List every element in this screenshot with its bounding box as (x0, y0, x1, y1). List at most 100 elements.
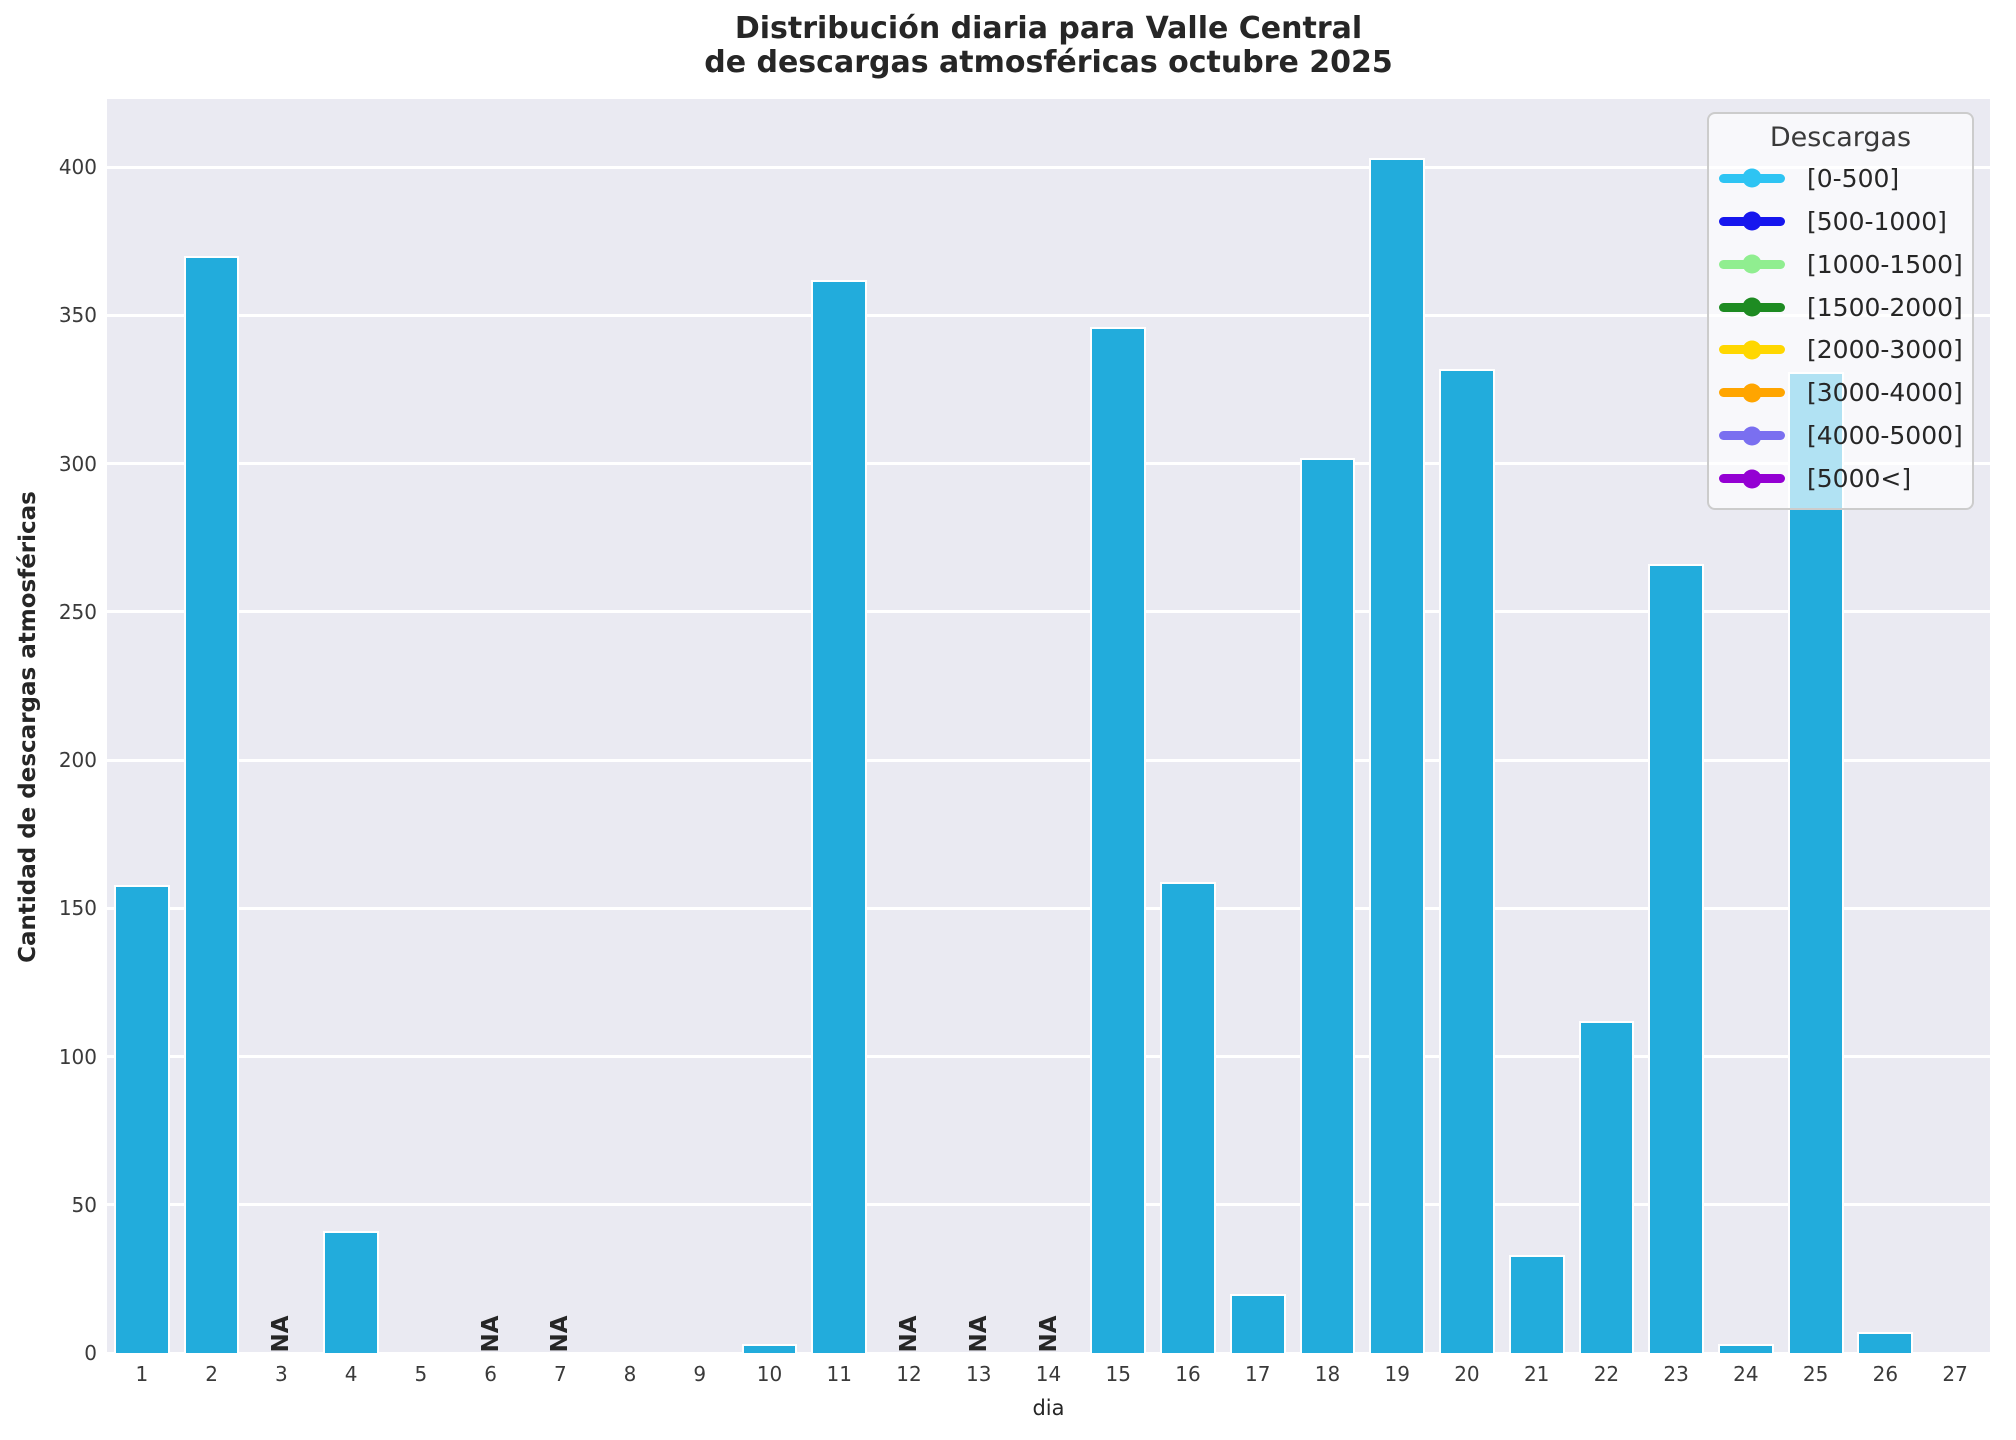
bar-day-10 (741, 1344, 798, 1353)
na-label-day-13: NA (965, 1315, 992, 1353)
legend-item-label: [1500-2000] (1807, 292, 1963, 322)
legend-item-label: [2000-3000] (1807, 335, 1963, 365)
legend-dot-icon (1742, 383, 1762, 403)
legend-item-3: [1500-2000] (1709, 286, 1972, 329)
legend-item-label: [1000-1500] (1807, 249, 1963, 279)
x-tick-13: 13 (966, 1362, 992, 1386)
x-tick-21: 21 (1523, 1362, 1550, 1386)
y-tick-150: 150 (58, 896, 97, 921)
x-tick-3: 3 (274, 1362, 288, 1386)
bar-day-16 (1160, 881, 1216, 1353)
legend-dot-icon (1742, 211, 1762, 231)
y-tick-300: 300 (58, 451, 97, 476)
plot-area: NA NA NA NA NA NA (107, 99, 1990, 1355)
gridline-y-150 (107, 906, 1990, 910)
x-tick-16: 16 (1175, 1362, 1201, 1386)
x-tick-19: 19 (1384, 1362, 1410, 1386)
legend-dot-icon (1742, 168, 1762, 188)
bar-day-2 (183, 256, 240, 1353)
bar-day-11 (811, 279, 868, 1353)
y-tick-350: 350 (58, 303, 97, 328)
legend-item-label: [500-1000] (1807, 206, 1947, 236)
bar-day-22 (1578, 1020, 1635, 1353)
bar-day-25 (1787, 371, 1844, 1353)
legend-dot-icon (1742, 469, 1762, 489)
bar-day-15 (1090, 327, 1147, 1353)
y-axis-label: Cantidad de descargas atmosféricas (15, 491, 41, 963)
x-tick-20: 20 (1454, 1362, 1480, 1386)
legend: Descargas [0-500] [500-1000] [1000-1500] [1… (1707, 112, 1974, 510)
legend-line-icon (1719, 168, 1785, 188)
x-tick-23: 23 (1663, 1362, 1689, 1386)
legend-dot-icon (1742, 426, 1762, 446)
legend-line-icon (1719, 469, 1785, 489)
x-tick-26: 26 (1872, 1362, 1899, 1386)
bar-day-1 (113, 884, 170, 1353)
bar-day-24 (1718, 1344, 1774, 1353)
legend-item-label: [3000-4000] (1807, 378, 1963, 408)
x-tick-5: 5 (414, 1362, 428, 1386)
na-label-day-12: NA (896, 1315, 923, 1353)
x-tick-25: 25 (1802, 1362, 1829, 1386)
legend-line-icon (1719, 340, 1785, 360)
legend-item-4: [2000-3000] (1709, 329, 1972, 372)
x-tick-7: 7 (553, 1362, 567, 1386)
x-tick-8: 8 (623, 1362, 637, 1386)
bar-day-26 (1857, 1332, 1914, 1353)
na-label-day-14: NA (1035, 1315, 1062, 1353)
bar-day-18 (1299, 457, 1356, 1353)
gridline-y-250 (107, 610, 1990, 614)
x-tick-9: 9 (693, 1362, 707, 1386)
legend-item-label: [4000-5000] (1807, 421, 1963, 451)
x-tick-11: 11 (826, 1362, 852, 1386)
legend-line-icon (1719, 297, 1785, 317)
legend-dot-icon (1742, 297, 1762, 317)
y-tick-100: 100 (58, 1044, 97, 1069)
gridline-y-100 (107, 1055, 1990, 1059)
gridline-y-50 (107, 1203, 1990, 1207)
x-tick-2: 2 (205, 1362, 218, 1386)
gridline-y-200 (107, 758, 1990, 762)
legend-line-icon (1719, 426, 1785, 446)
legend-line-icon (1719, 383, 1785, 403)
legend-title: Descargas (1769, 122, 1912, 153)
x-tick-22: 22 (1593, 1362, 1620, 1386)
chart-title-line2: de descargas atmosféricas octubre 2025 (704, 45, 1393, 80)
x-tick-17: 17 (1244, 1362, 1271, 1386)
bar-day-4 (323, 1231, 379, 1353)
x-tick-24: 24 (1733, 1362, 1759, 1386)
na-label-day-6: NA (477, 1315, 504, 1353)
y-tick-0: 0 (84, 1341, 97, 1365)
gridline-y-300 (107, 462, 1990, 466)
legend-item-5: [3000-4000] (1709, 371, 1972, 414)
legend-item-0: [0-500] (1709, 157, 1972, 200)
legend-dot-icon (1742, 254, 1762, 274)
bar-day-17 (1229, 1293, 1286, 1353)
x-tick-10: 10 (756, 1362, 783, 1386)
x-tick-27: 27 (1942, 1362, 1968, 1386)
chart-title: Distribución diaria para Valle Central d… (107, 12, 1990, 80)
na-label-day-7: NA (547, 1315, 574, 1353)
gridline-y-350 (107, 313, 1990, 317)
legend-item-label: [0-500] (1807, 163, 1900, 193)
legend-item-6: [4000-5000] (1709, 414, 1972, 457)
y-tick-200: 200 (58, 748, 97, 773)
x-tick-15: 15 (1105, 1362, 1131, 1386)
gridline-y-0 (107, 1351, 1990, 1355)
legend-item-label: [5000<] (1807, 464, 1912, 494)
legend-dot-icon (1742, 340, 1762, 360)
y-tick-250: 250 (58, 599, 97, 624)
legend-line-icon (1719, 211, 1785, 231)
bar-day-23 (1648, 564, 1705, 1353)
x-tick-12: 12 (896, 1362, 922, 1386)
legend-item-2: [1000-1500] (1709, 243, 1972, 286)
x-tick-4: 4 (344, 1362, 358, 1386)
y-tick-400: 400 (58, 155, 97, 180)
gridline-y-400 (107, 165, 1990, 169)
bar-day-21 (1508, 1255, 1565, 1353)
x-tick-1: 1 (135, 1362, 149, 1386)
x-tick-18: 18 (1314, 1362, 1341, 1386)
bar-day-20 (1439, 368, 1495, 1353)
x-axis-label: dia (1032, 1396, 1065, 1420)
